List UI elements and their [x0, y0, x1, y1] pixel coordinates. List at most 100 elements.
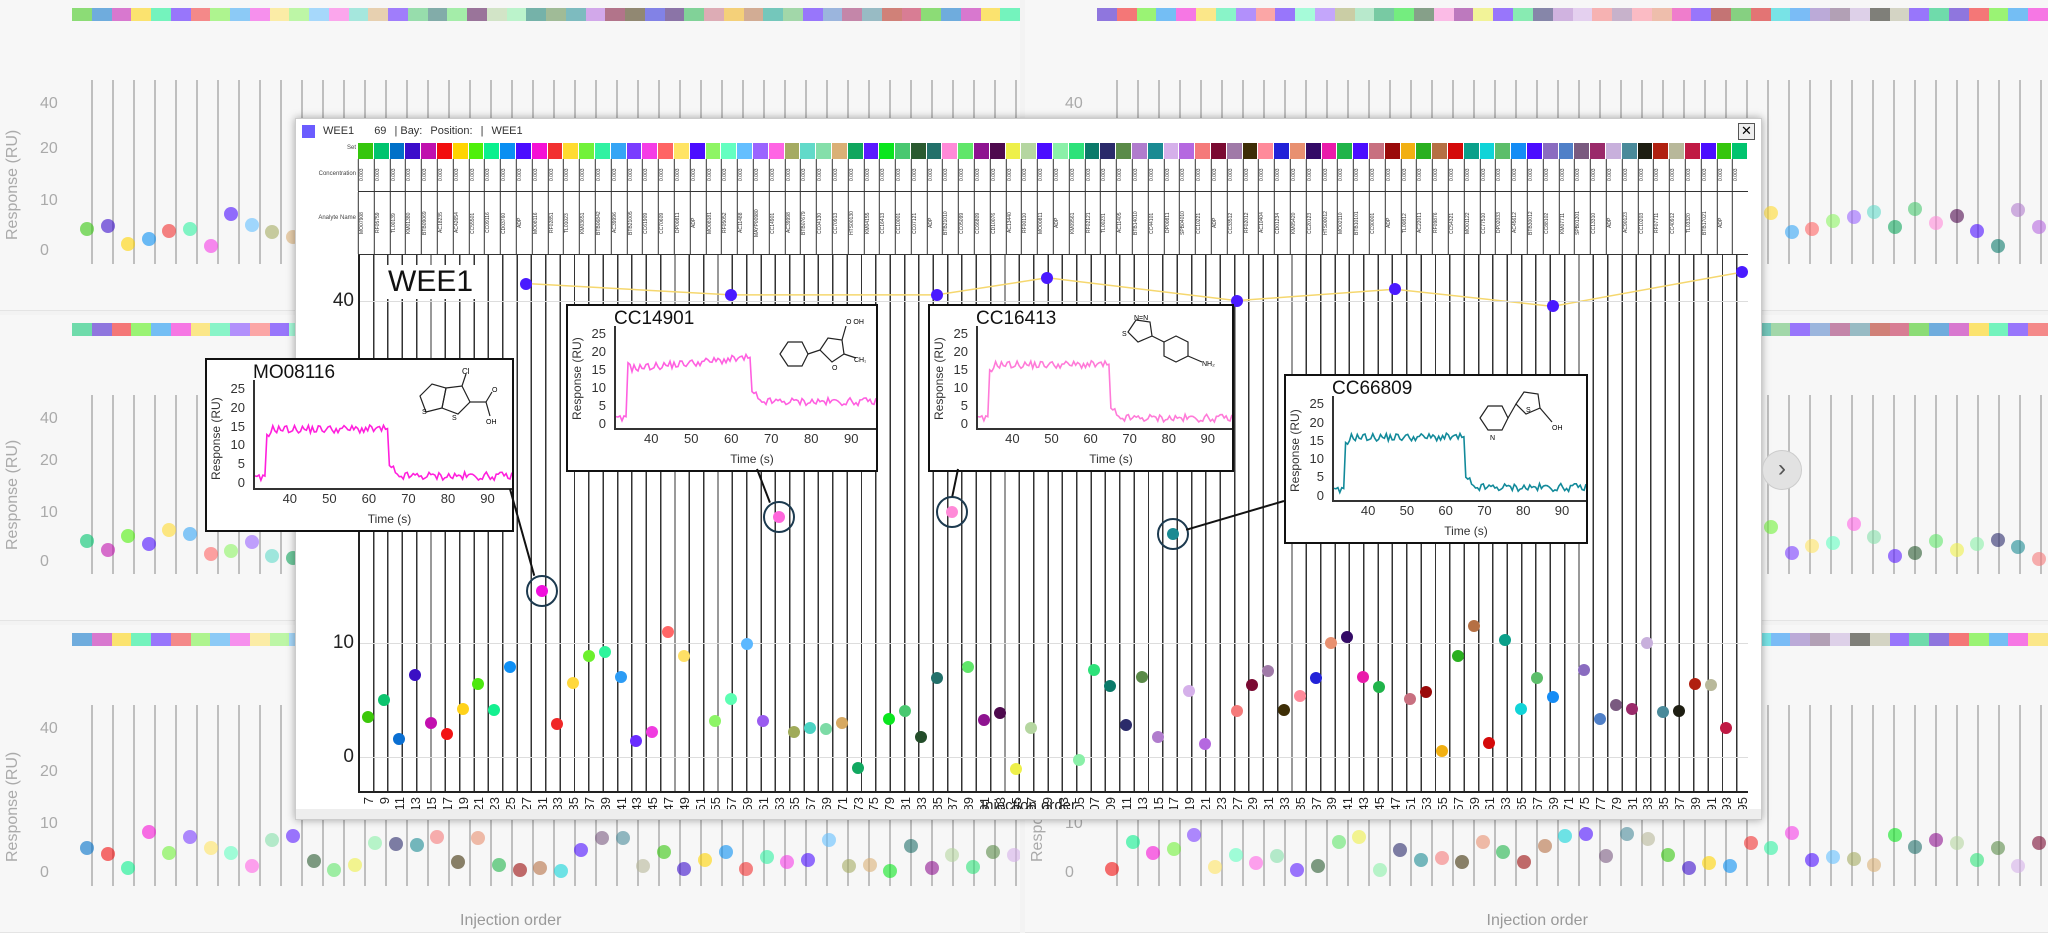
data-point[interactable] [1483, 737, 1496, 750]
data-point[interactable] [1151, 731, 1164, 744]
data-point[interactable] [1514, 702, 1527, 715]
reference-point[interactable] [1736, 266, 1749, 279]
data-point[interactable] [1593, 713, 1606, 726]
data-point[interactable] [393, 732, 406, 745]
background-data-point [1290, 863, 1305, 878]
reference-point[interactable] [725, 288, 738, 301]
data-point[interactable] [583, 650, 596, 663]
data-point[interactable] [709, 715, 722, 728]
horizontal-scrollbar[interactable] [296, 809, 1761, 819]
data-point[interactable] [1009, 763, 1022, 776]
data-point[interactable] [756, 715, 769, 728]
data-point[interactable] [1451, 650, 1464, 663]
data-point[interactable] [677, 650, 690, 663]
data-point[interactable] [819, 723, 832, 736]
data-point[interactable] [725, 692, 738, 705]
data-point[interactable] [977, 714, 990, 727]
data-point[interactable] [1072, 754, 1085, 767]
data-point[interactable] [1183, 684, 1196, 697]
data-point[interactable] [1120, 718, 1133, 731]
data-point[interactable] [1499, 634, 1512, 647]
data-point[interactable] [567, 676, 580, 689]
data-point[interactable] [740, 637, 753, 650]
data-point[interactable] [456, 702, 469, 715]
data-point[interactable] [1546, 691, 1559, 704]
background-data-point [1434, 850, 1449, 865]
data-point[interactable] [598, 645, 611, 658]
data-point[interactable] [1135, 670, 1148, 683]
data-point[interactable] [851, 762, 864, 775]
data-point[interactable] [1325, 636, 1338, 649]
data-point[interactable] [377, 693, 390, 706]
data-point[interactable] [1704, 678, 1717, 691]
reference-point[interactable] [1230, 294, 1243, 307]
data-point[interactable] [1246, 678, 1259, 691]
data-point[interactable] [1025, 722, 1038, 735]
data-point[interactable] [1672, 705, 1685, 718]
sensorgram-inset[interactable]: MO08116 Response (RU) 25 20 15 10 5 0 40 50 60 70 80… [205, 358, 514, 532]
data-point[interactable] [1530, 672, 1543, 685]
data-point[interactable] [630, 734, 643, 747]
data-point[interactable] [1404, 692, 1417, 705]
data-point[interactable] [804, 722, 817, 735]
reference-point[interactable] [1041, 271, 1054, 284]
data-point[interactable] [1720, 722, 1733, 735]
close-button[interactable]: ✕ [1738, 123, 1755, 140]
concentration-cell: 0.003 [1479, 159, 1496, 191]
data-point[interactable] [1625, 702, 1638, 715]
data-point[interactable] [361, 710, 374, 723]
data-point[interactable] [1609, 699, 1622, 712]
data-point[interactable] [1278, 704, 1291, 717]
sensorgram-inset[interactable]: CC16413 Response (RU) 25 20 15 10 5 0 40 50 60 70 80… [928, 304, 1234, 472]
data-point[interactable] [614, 670, 627, 683]
data-point[interactable] [472, 677, 485, 690]
inset-x-tick: 50 [1399, 503, 1415, 518]
set-color-cell [1479, 143, 1496, 159]
data-point[interactable] [1104, 680, 1117, 693]
data-point[interactable] [1420, 685, 1433, 698]
data-point[interactable] [504, 660, 517, 673]
data-point[interactable] [1230, 705, 1243, 718]
set-color-cell [1621, 143, 1638, 159]
data-point[interactable] [1309, 672, 1322, 685]
data-point[interactable] [409, 668, 422, 681]
data-point[interactable] [1357, 670, 1369, 683]
data-point[interactable] [551, 717, 564, 730]
data-point[interactable] [930, 672, 943, 685]
concentration-cell: 0.003 [436, 159, 453, 191]
data-point[interactable] [914, 731, 927, 744]
data-point[interactable] [1641, 636, 1654, 649]
data-point[interactable] [898, 705, 911, 718]
data-point[interactable] [1372, 681, 1385, 694]
reference-point[interactable] [519, 277, 532, 290]
reference-point[interactable] [930, 288, 943, 301]
data-point[interactable] [1578, 664, 1591, 677]
data-point[interactable] [488, 704, 501, 717]
analyte-name-cell: CC10221 [1195, 192, 1212, 254]
data-point[interactable] [662, 626, 674, 639]
data-point[interactable] [788, 725, 801, 738]
data-point[interactable] [1341, 631, 1354, 644]
next-target-button[interactable]: › [1762, 450, 1802, 490]
data-point[interactable] [1293, 690, 1306, 703]
reference-point[interactable] [1388, 283, 1401, 296]
data-point[interactable] [425, 716, 438, 729]
data-point[interactable] [883, 713, 896, 726]
data-point[interactable] [1657, 706, 1670, 719]
sensorgram-inset[interactable]: CC66809 Response (RU) 25 20 15 10 5 0 40 50 60 70 80… [1284, 374, 1588, 544]
data-point[interactable] [1688, 677, 1701, 690]
reference-point[interactable] [1546, 300, 1559, 313]
data-point[interactable] [1435, 745, 1448, 758]
data-point[interactable] [440, 727, 453, 740]
data-point[interactable] [835, 716, 848, 729]
data-point[interactable] [993, 707, 1006, 720]
data-point[interactable] [1088, 664, 1101, 677]
sensorgram-inset[interactable]: CC14901 Response (RU) 25 20 15 10 5 0 40 50 60 70 80… [566, 304, 878, 472]
data-point[interactable] [646, 725, 659, 738]
data-point[interactable] [1199, 738, 1212, 751]
svg-text:Cl: Cl [462, 367, 470, 376]
data-point[interactable] [962, 660, 975, 673]
data-point[interactable] [1262, 665, 1275, 678]
concentration-cell: 0.003 [421, 159, 437, 191]
data-point[interactable] [1467, 619, 1480, 632]
